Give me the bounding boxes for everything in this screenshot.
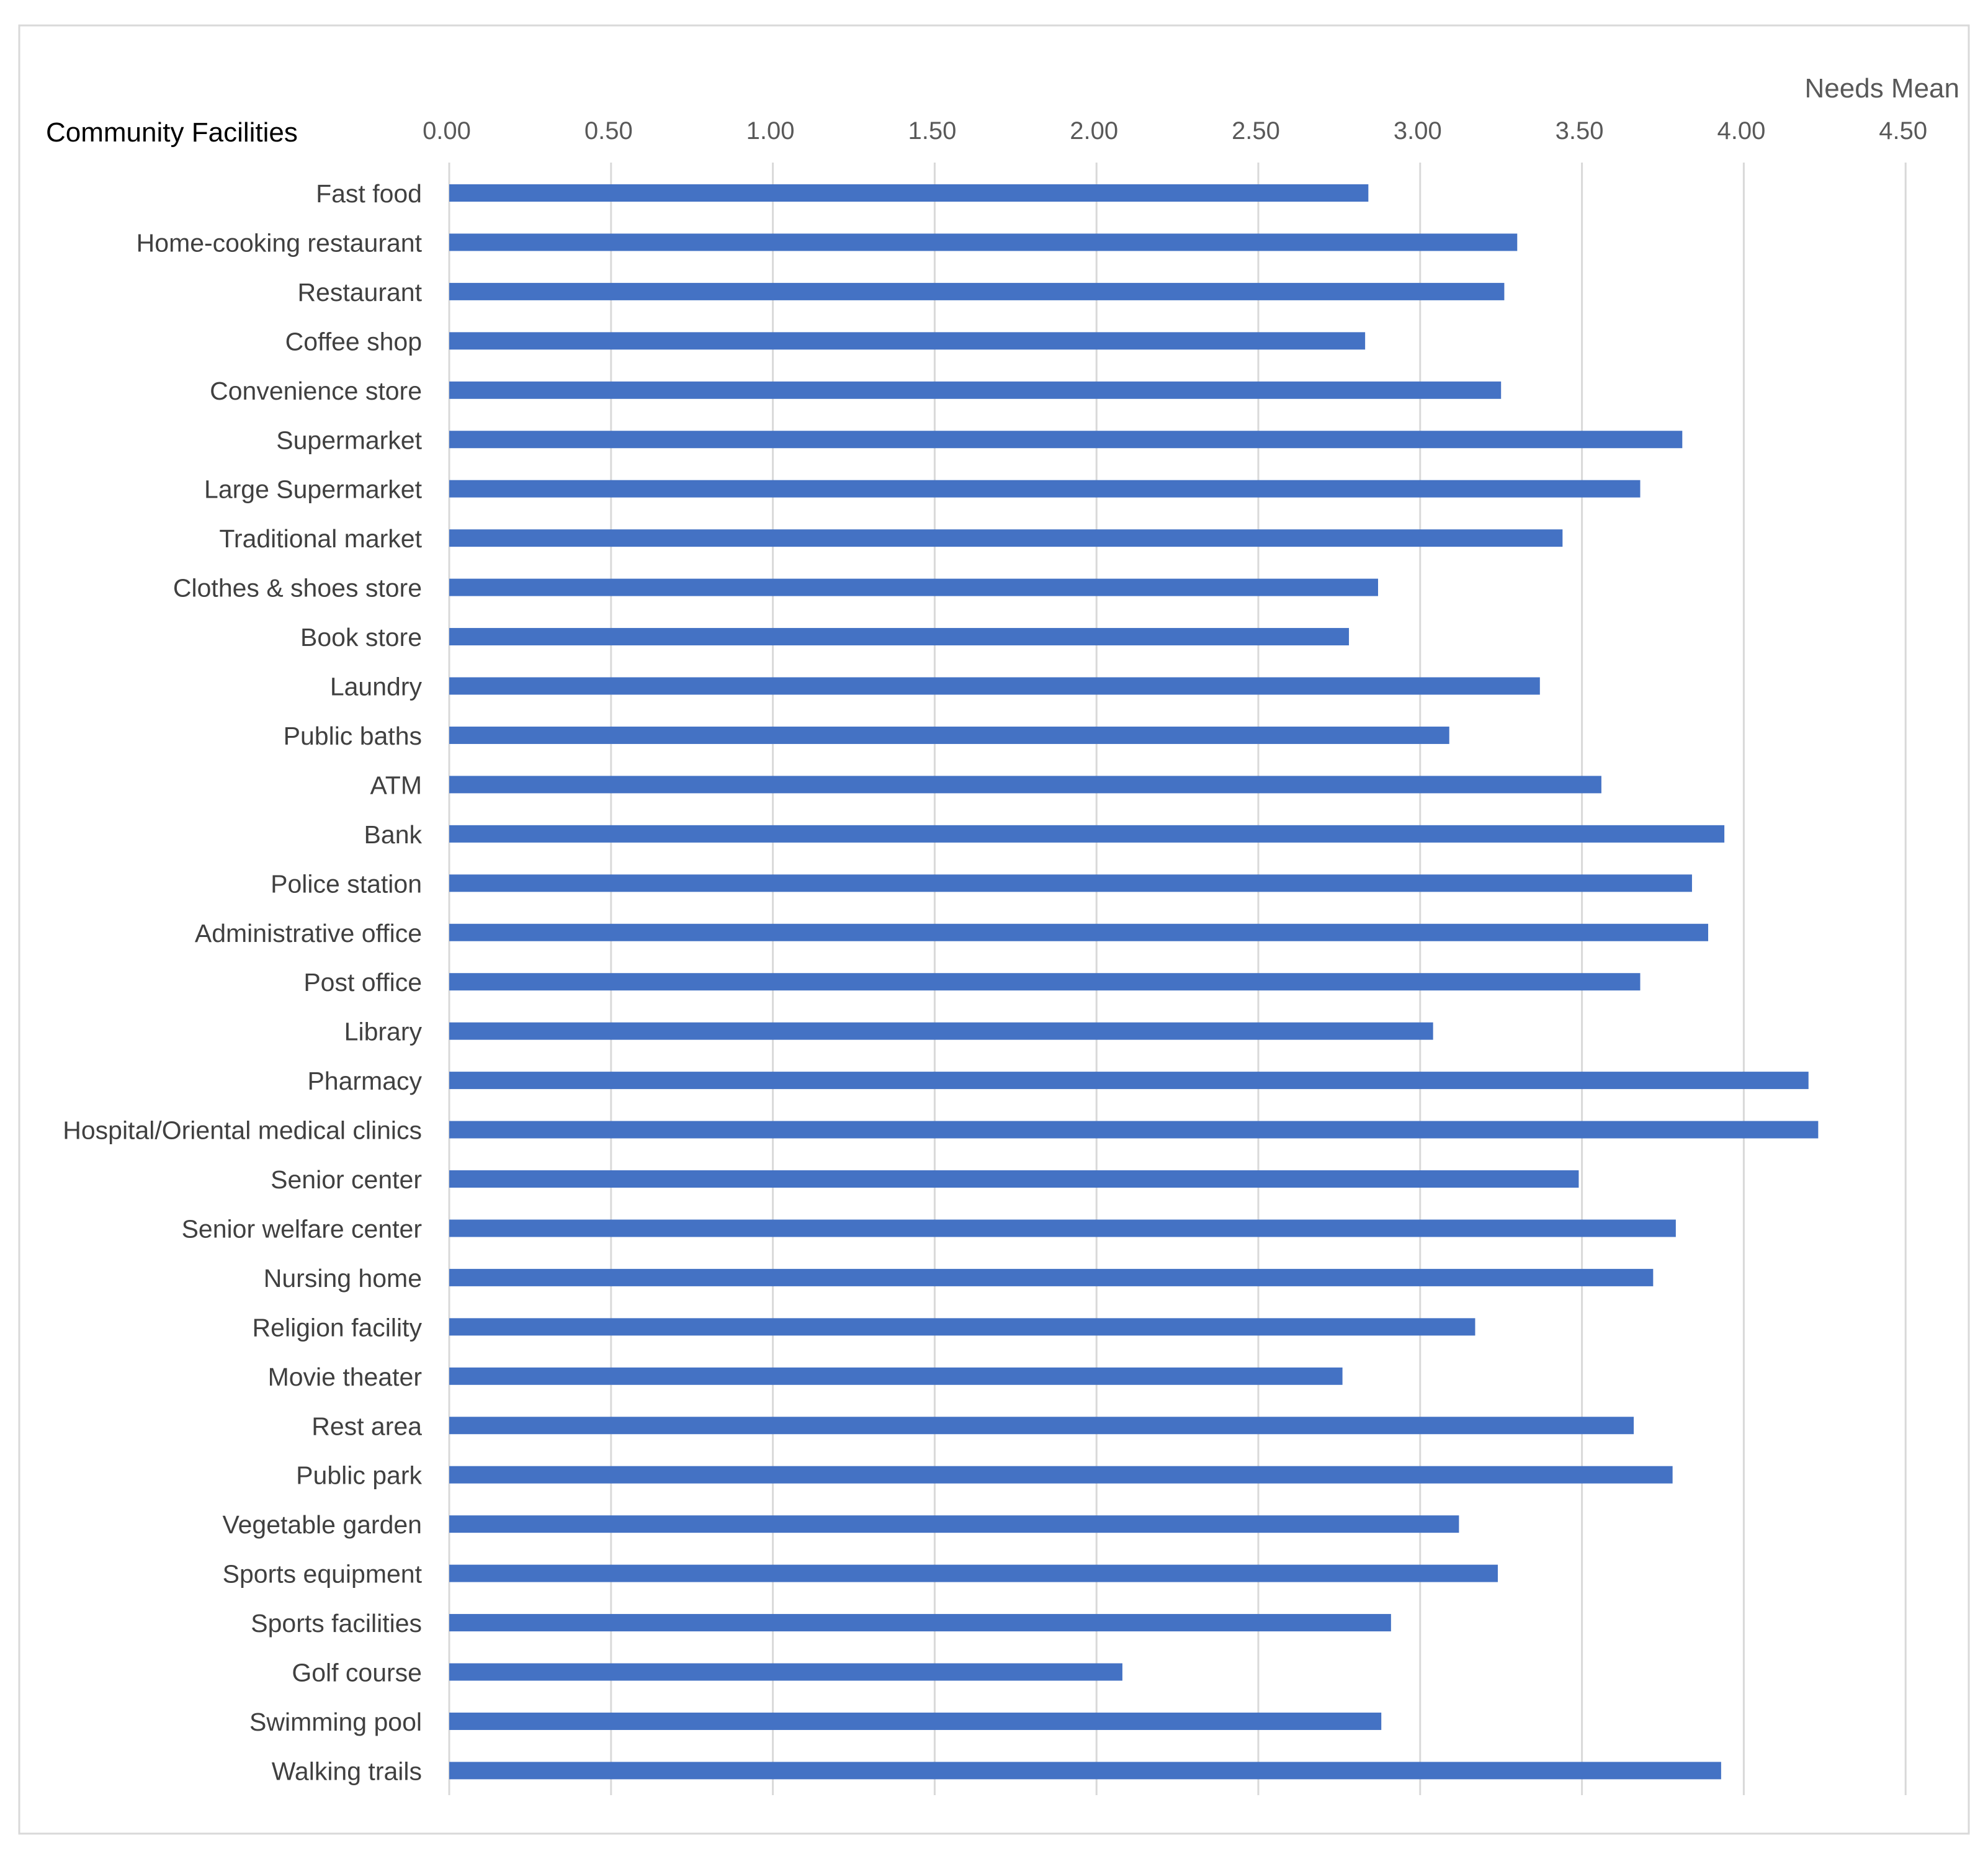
x-axis-ticks: 0.00 0.50 1.00 1.50 2.00 2.50 3.00 3.50 4.00 4.50	[423, 117, 1927, 145]
category-label: Police station	[271, 869, 422, 898]
category-label: Bank	[364, 820, 423, 849]
bar	[449, 677, 1540, 695]
category-label: Library	[344, 1018, 423, 1046]
category-label: Restaurant	[297, 278, 422, 307]
bar	[449, 1318, 1475, 1336]
bar	[449, 184, 1369, 202]
category-label: Nursing home	[264, 1264, 422, 1293]
bar	[449, 628, 1350, 646]
category-label: Vegetable garden	[223, 1510, 422, 1539]
bar	[449, 1762, 1721, 1780]
bar	[449, 923, 1709, 941]
category-label: Rest area	[311, 1412, 422, 1440]
x-tick-label: 4.50	[1879, 117, 1927, 145]
bar	[449, 776, 1601, 794]
bar	[449, 529, 1563, 547]
x-tick-label: 3.00	[1394, 117, 1442, 145]
category-label: Public park	[296, 1461, 422, 1490]
x-tick-label: 4.00	[1717, 117, 1765, 145]
category-label: Fast food	[316, 179, 422, 208]
bar	[449, 1663, 1122, 1681]
category-label: Religion facility	[253, 1313, 423, 1342]
bar	[449, 1614, 1391, 1632]
y-axis-title: Community Facilities	[46, 117, 298, 148]
bar	[449, 1170, 1579, 1188]
category-label: ATM	[370, 771, 422, 799]
bar	[449, 1219, 1676, 1237]
category-label: Sports equipment	[223, 1560, 423, 1589]
category-label: Coffee shop	[285, 327, 422, 356]
category-label: Senior center	[271, 1165, 422, 1194]
category-label: Traditional market	[219, 524, 422, 553]
category-label: Golf course	[292, 1659, 422, 1687]
category-label: Pharmacy	[307, 1067, 422, 1095]
bar	[449, 480, 1641, 498]
bar	[449, 973, 1641, 991]
bar	[449, 1367, 1343, 1385]
category-label: Convenience store	[210, 377, 422, 405]
category-label: Home-cooking restaurant	[137, 228, 423, 257]
x-axis-title: Needs Mean	[1805, 73, 1959, 104]
category-label: Supermarket	[276, 426, 422, 454]
x-tick-label: 2.00	[1070, 117, 1118, 145]
category-label: Large Supermarket	[204, 475, 423, 504]
bar	[449, 578, 1378, 596]
category-label: Hospital/Oriental medical clinics	[63, 1116, 422, 1145]
bar	[449, 1268, 1654, 1286]
bar	[449, 1022, 1433, 1040]
x-tick-label: 1.00	[746, 117, 795, 145]
bar	[449, 1564, 1498, 1582]
bar	[449, 233, 1518, 251]
category-label: Movie theater	[268, 1363, 422, 1391]
category-label: Administrative office	[195, 919, 422, 948]
category-label: Public baths	[284, 722, 422, 750]
bar	[449, 431, 1683, 449]
bar	[449, 381, 1502, 399]
x-tick-label: 1.50	[908, 117, 956, 145]
category-label: Clothes & shoes store	[173, 574, 422, 603]
bar	[449, 1515, 1459, 1533]
category-label: Senior welfare center	[182, 1214, 422, 1243]
bar	[449, 1712, 1382, 1730]
x-tick-label: 0.50	[584, 117, 633, 145]
category-label: Walking trails	[272, 1757, 422, 1785]
x-tick-label: 0.00	[423, 117, 471, 145]
bar	[449, 332, 1366, 350]
bar	[449, 1121, 1819, 1139]
x-tick-label: 3.50	[1556, 117, 1604, 145]
bar	[449, 1072, 1809, 1090]
bars	[449, 184, 1819, 1780]
category-label: Post office	[303, 968, 422, 997]
category-label: Book store	[300, 623, 422, 652]
category-label: Laundry	[330, 673, 423, 701]
category-labels: Fast food Home-cooking restaurant Restaura…	[63, 179, 422, 1785]
bar	[449, 874, 1692, 892]
bar	[449, 282, 1505, 300]
bar	[449, 1417, 1634, 1435]
bar	[449, 825, 1725, 843]
category-label: Sports facilities	[251, 1609, 422, 1638]
bar	[449, 726, 1449, 744]
category-label: Swimming pool	[249, 1708, 422, 1736]
bar	[449, 1466, 1673, 1484]
x-tick-label: 2.50	[1232, 117, 1280, 145]
